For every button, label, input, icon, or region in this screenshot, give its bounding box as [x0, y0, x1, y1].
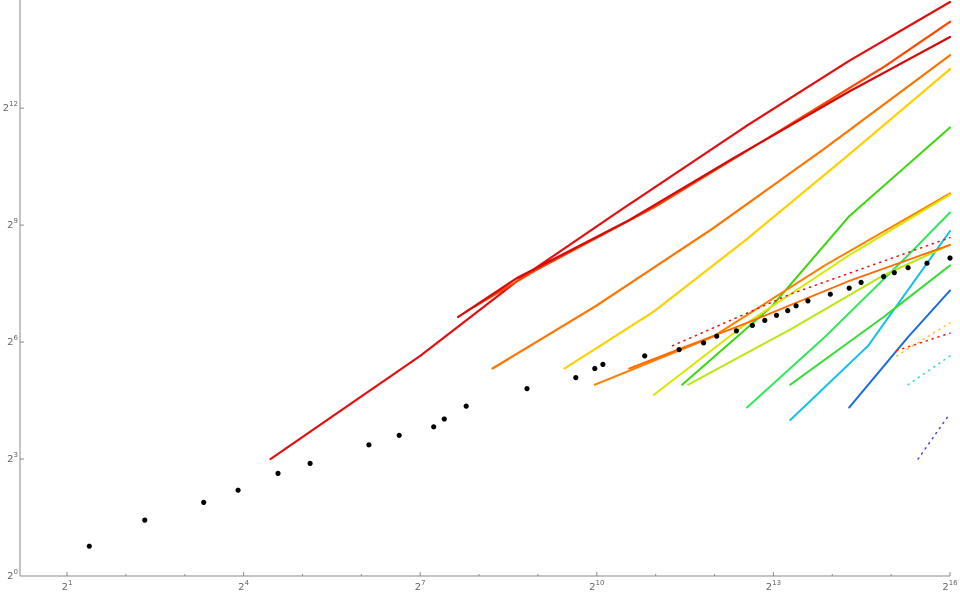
x-tick-label: 213 [766, 579, 781, 593]
data-point [924, 260, 930, 266]
data-point [573, 375, 579, 381]
x-tick-label: 210 [589, 579, 604, 593]
data-point [524, 386, 530, 392]
data-point [793, 303, 799, 309]
data-point [431, 424, 437, 430]
series-line [681, 126, 951, 386]
data-point [947, 255, 953, 261]
y-tick-label: 23 [7, 451, 18, 465]
series-line [746, 211, 951, 409]
data-point [773, 312, 780, 318]
data-point [463, 403, 469, 409]
series-line [789, 230, 951, 421]
series-line [593, 192, 951, 386]
data-point [396, 432, 402, 438]
series-line [457, 35, 952, 319]
series-line [491, 54, 952, 370]
series-line [848, 289, 951, 409]
data-point [235, 487, 241, 493]
data-point [891, 270, 897, 276]
data-point [733, 328, 740, 334]
x-tick-label: 24 [238, 579, 249, 593]
data-point [366, 442, 372, 448]
data-point [307, 460, 313, 466]
series-line [917, 412, 951, 460]
data-point [714, 333, 720, 339]
y-tick-label: 212 [3, 100, 18, 114]
data-point [905, 265, 911, 271]
data-point [441, 416, 447, 422]
x-tick-label: 27 [415, 579, 426, 593]
y-tick-label: 26 [7, 334, 18, 348]
data-point [827, 291, 833, 297]
series-line [269, 0, 952, 461]
data-point [642, 353, 648, 359]
data-point [762, 317, 768, 323]
axes: 21 24 27 210 213 216 20 23 26 29 212 [3, 0, 958, 593]
series-line [652, 193, 951, 396]
data-point [142, 517, 148, 523]
x-tick-label: 21 [62, 579, 73, 593]
data-point [858, 279, 864, 285]
y-tick-label: 29 [7, 217, 18, 231]
data-point [592, 365, 598, 372]
series-line [687, 243, 951, 386]
data-point [749, 322, 756, 328]
data-point [600, 361, 606, 367]
data-point [676, 347, 682, 353]
data-point [785, 308, 791, 314]
series-line [563, 67, 952, 370]
series-line [907, 355, 951, 386]
data-point [201, 499, 207, 505]
data-point [86, 543, 92, 549]
series-line [789, 264, 951, 386]
data-point [846, 285, 852, 291]
series-line [895, 322, 951, 357]
data-point [275, 470, 281, 476]
plot-area [86, 0, 953, 549]
data-point [805, 298, 811, 304]
y-tick-label: 20 [7, 568, 18, 582]
series-line [628, 243, 951, 370]
data-point [701, 340, 707, 346]
x-tick-label: 216 [942, 579, 958, 593]
data-point [881, 274, 887, 280]
